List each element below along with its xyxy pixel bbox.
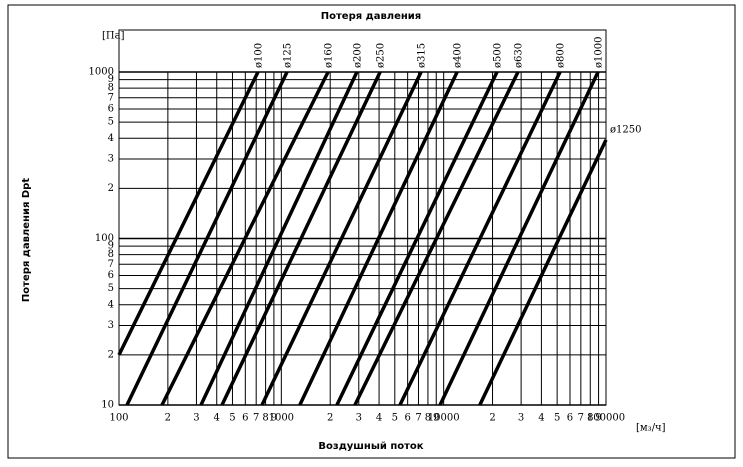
- y-tick-label: 8: [108, 83, 114, 94]
- y-tick-label: 4: [108, 299, 114, 310]
- series-label: ø1250: [610, 124, 641, 135]
- y-tick-label: 1000: [89, 67, 114, 78]
- line: [125, 71, 289, 406]
- x-tick-label: 100: [109, 413, 128, 424]
- line: [117, 71, 260, 356]
- x-tick-label: 2: [327, 413, 333, 424]
- y-tick-label: 6: [108, 103, 114, 114]
- series-label: ø160: [324, 43, 335, 68]
- x-tick-label: 2: [165, 413, 171, 424]
- y-tick-label: 7: [108, 259, 114, 270]
- x-tick-label: 9: [433, 413, 439, 424]
- line: [220, 71, 382, 406]
- series-label: ø125: [283, 43, 294, 68]
- y-tick-label: 8: [108, 249, 114, 260]
- x-unit: [м₃/ч]: [636, 423, 666, 434]
- x-tick-label: 9: [271, 413, 277, 424]
- series-label: ø400: [453, 43, 464, 68]
- x-axis-label: Воздушный поток: [318, 441, 423, 452]
- y-tick-label: 7: [108, 92, 114, 103]
- x-tick-label: 7: [578, 413, 584, 424]
- chart-title: Потеря давления: [321, 11, 421, 22]
- line: [260, 71, 423, 406]
- x-tick-label: 8: [587, 413, 593, 424]
- frame: [7, 4, 736, 459]
- x-tick-label: 5: [392, 413, 398, 424]
- y-tick-label: 5: [108, 117, 114, 128]
- series-label: ø250: [376, 43, 387, 68]
- y-tick-label: 5: [108, 283, 114, 294]
- x-tick-label: 2: [489, 413, 495, 424]
- y-unit: [Па]: [102, 31, 125, 42]
- x-tick-label: 8: [262, 413, 268, 424]
- y-tick-label: 2: [108, 183, 114, 194]
- x-tick-label: 100000: [587, 413, 625, 424]
- y-tick-label: 2: [108, 349, 114, 360]
- x-tick-label: 5: [554, 413, 560, 424]
- x-tick-label: 3: [356, 413, 362, 424]
- y-tick-label: 3: [108, 154, 114, 165]
- x-tick-label: 6: [404, 413, 410, 424]
- line: [438, 71, 600, 406]
- x-tick-label: 1000: [269, 413, 294, 424]
- line: [160, 71, 330, 406]
- x-tick-label: 6: [567, 413, 573, 424]
- y-axis-label: Потеря давления Dpt: [21, 178, 32, 302]
- series-label: ø630: [513, 43, 524, 68]
- line: [398, 71, 562, 406]
- series-label: ø1000: [594, 37, 605, 68]
- x-tick-label: 3: [518, 413, 524, 424]
- x-tick-label: 5: [229, 413, 235, 424]
- series-label: ø100: [253, 43, 264, 68]
- line: [199, 71, 359, 406]
- y-tick-label: 10: [101, 400, 114, 411]
- x-tick-label: 4: [214, 413, 220, 424]
- x-tick-label: 3: [193, 413, 199, 424]
- x-tick-label: 9: [595, 413, 601, 424]
- y-tick-label: 3: [108, 320, 114, 331]
- x-tick-label: 10000: [428, 413, 460, 424]
- x-tick-label: 6: [242, 413, 248, 424]
- y-tick-label: 4: [108, 133, 114, 144]
- series-label: ø200: [352, 43, 363, 68]
- y-tick-label: 6: [108, 270, 114, 281]
- series-label: ø800: [556, 43, 567, 68]
- line: [335, 71, 499, 406]
- y-tick-label: 100: [95, 233, 114, 244]
- x-tick-label: 7: [253, 413, 259, 424]
- line: [478, 139, 608, 406]
- y-tick-label: 9: [108, 74, 114, 85]
- line: [353, 71, 520, 406]
- line: [298, 71, 459, 406]
- series-label: ø315: [417, 43, 428, 68]
- x-tick-label: 4: [538, 413, 544, 424]
- series-label: ø500: [492, 43, 503, 68]
- x-tick-label: 7: [415, 413, 421, 424]
- x-tick-label: 4: [376, 413, 382, 424]
- y-tick-label: 9: [108, 241, 114, 252]
- x-tick-label: 8: [425, 413, 431, 424]
